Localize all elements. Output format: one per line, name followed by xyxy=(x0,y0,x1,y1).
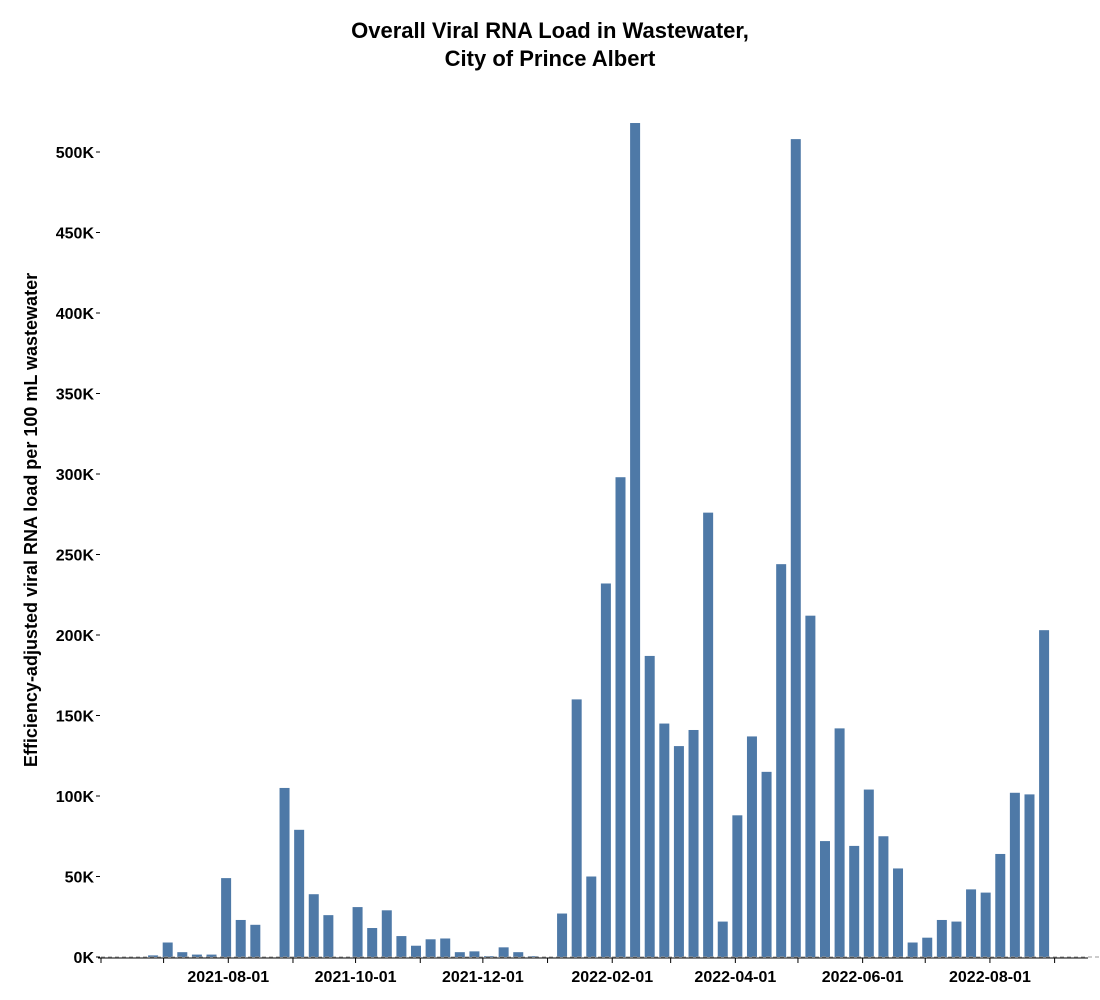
y-tick-label: 100K xyxy=(56,789,95,806)
bar xyxy=(673,746,684,957)
bar xyxy=(995,853,1006,957)
x-tick-label: 2021-08-01 xyxy=(187,969,269,986)
bar xyxy=(790,139,801,957)
bar xyxy=(177,952,188,957)
bar xyxy=(615,477,626,957)
bar xyxy=(367,928,378,957)
bar xyxy=(308,894,319,957)
bar xyxy=(863,789,874,957)
y-tick-label: 450K xyxy=(56,226,95,243)
y-tick-label: 0K xyxy=(74,950,95,967)
bar xyxy=(951,921,962,957)
x-tick-label: 2021-12-01 xyxy=(442,969,524,986)
bar xyxy=(1009,792,1020,957)
x-tick-label: 2022-08-01 xyxy=(949,969,1031,986)
bar xyxy=(235,919,246,957)
y-tick-label: 150K xyxy=(56,709,95,726)
bar xyxy=(396,936,407,957)
bar xyxy=(907,942,918,957)
bar xyxy=(980,892,991,957)
bar xyxy=(688,729,699,957)
bar xyxy=(1024,794,1035,957)
bar xyxy=(162,942,173,957)
y-tick-label: 500K xyxy=(56,145,95,162)
bar xyxy=(279,787,290,957)
bar xyxy=(600,583,611,957)
bar xyxy=(586,876,597,957)
bar xyxy=(206,954,217,957)
y-tick-label: 400K xyxy=(56,306,95,323)
bar xyxy=(659,723,670,957)
bar xyxy=(746,736,757,957)
bar xyxy=(323,915,334,957)
chart-title-line-1: Overall Viral RNA Load in Wastewater, xyxy=(351,18,749,43)
bar xyxy=(922,937,933,957)
chart-title-line-2: City of Prince Albert xyxy=(444,46,656,71)
bar xyxy=(776,564,787,957)
bar xyxy=(936,919,947,957)
bar xyxy=(411,945,422,957)
y-tick-label: 50K xyxy=(65,870,95,887)
bar xyxy=(878,836,889,957)
bar xyxy=(571,699,582,957)
bar xyxy=(148,955,159,957)
bar xyxy=(221,878,232,957)
bar xyxy=(513,952,524,957)
x-tick-label: 2022-02-01 xyxy=(571,969,653,986)
bar xyxy=(1039,630,1050,957)
x-tick-label: 2022-06-01 xyxy=(822,969,904,986)
bar xyxy=(893,868,904,957)
bar xyxy=(717,921,728,957)
bar xyxy=(644,655,655,957)
y-tick-label: 200K xyxy=(56,628,95,645)
bar xyxy=(761,771,772,957)
bar xyxy=(381,910,392,957)
bar xyxy=(250,924,261,957)
bar xyxy=(425,939,436,957)
x-tick-label: 2022-04-01 xyxy=(694,969,776,986)
bar xyxy=(732,815,743,957)
bar xyxy=(966,889,977,957)
bar xyxy=(498,947,509,957)
bar xyxy=(191,954,202,957)
bar xyxy=(557,913,568,957)
x-tick-label: 2021-10-01 xyxy=(315,969,397,986)
bar xyxy=(469,951,480,957)
bar xyxy=(440,938,451,957)
bar xyxy=(849,845,860,957)
y-tick-label: 250K xyxy=(56,548,95,565)
bar xyxy=(294,829,305,957)
bar xyxy=(630,123,641,957)
bar xyxy=(805,615,816,957)
bar xyxy=(352,907,363,957)
bar xyxy=(454,952,465,957)
y-tick-label: 350K xyxy=(56,387,95,404)
y-tick-label: 300K xyxy=(56,467,95,484)
bar xyxy=(527,956,538,957)
y-axis-label: Efficiency-adjusted viral RNA load per 1… xyxy=(21,273,41,767)
bar xyxy=(819,841,830,957)
bar xyxy=(703,512,714,957)
bar xyxy=(834,728,845,957)
